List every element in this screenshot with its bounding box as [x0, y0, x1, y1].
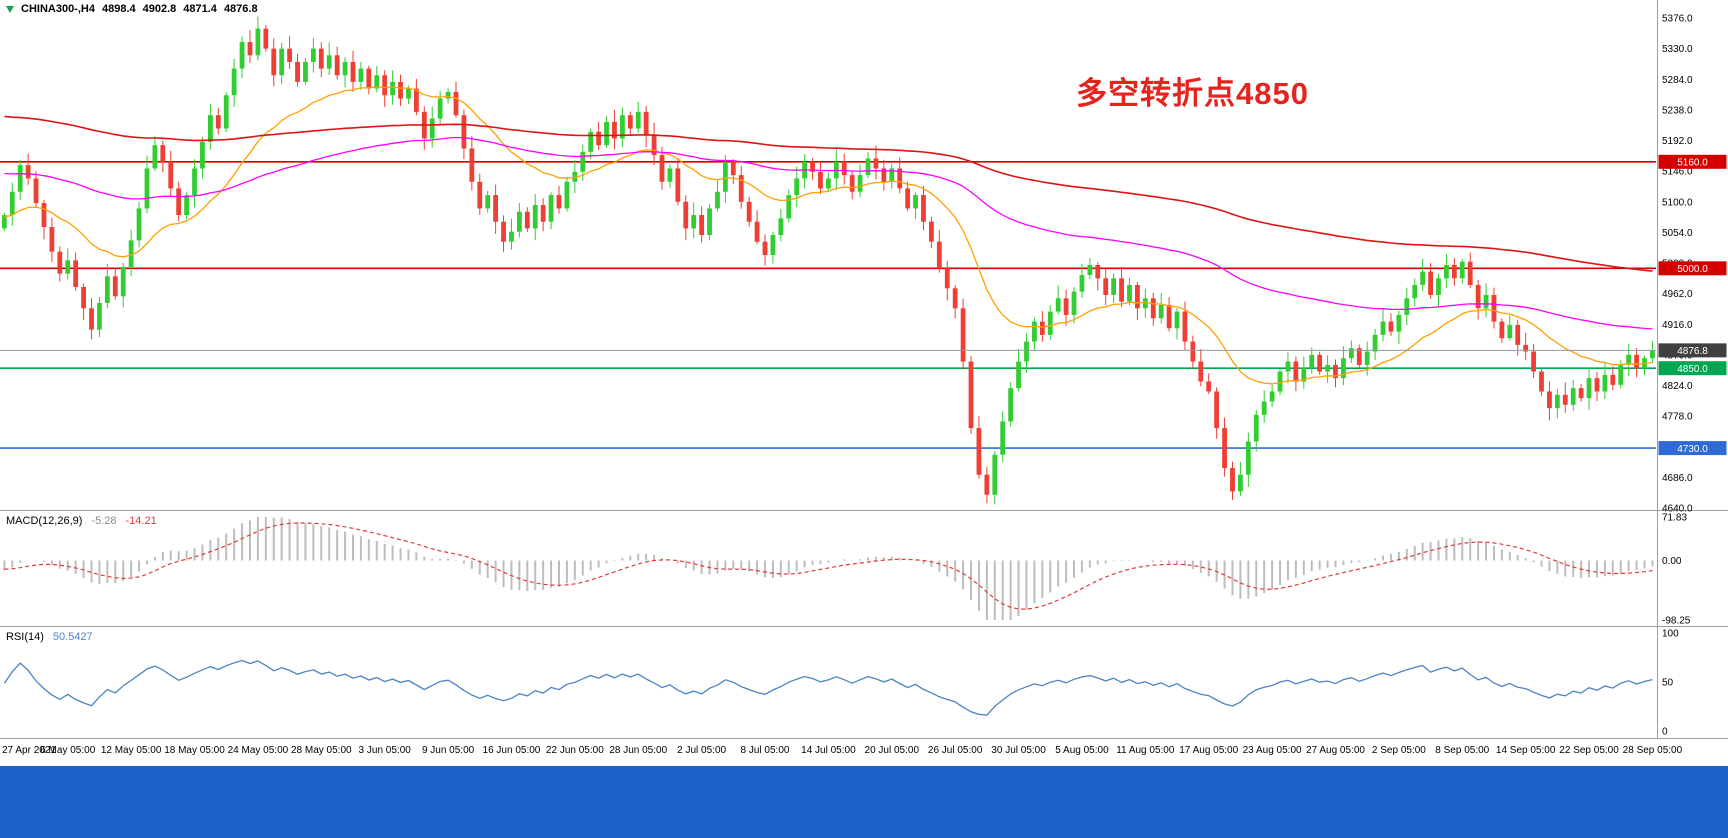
svg-text:28 Jun 05:00: 28 Jun 05:00 [609, 745, 667, 756]
svg-text:5284.0: 5284.0 [1662, 75, 1693, 86]
svg-text:22 Jun 05:00: 22 Jun 05:00 [546, 745, 604, 756]
annotation-text: 多空转折点4850 [1076, 76, 1309, 111]
svg-text:5100.0: 5100.0 [1662, 197, 1693, 208]
svg-text:5376.0: 5376.0 [1662, 14, 1693, 25]
ohlc-low: 4871.4 [183, 3, 217, 15]
svg-text:3 Jun 05:00: 3 Jun 05:00 [359, 745, 412, 756]
svg-text:4916.0: 4916.0 [1662, 320, 1693, 331]
svg-text:100: 100 [1662, 629, 1679, 640]
svg-text:11 Aug 05:00: 11 Aug 05:00 [1116, 745, 1175, 756]
svg-text:8 Sep 05:00: 8 Sep 05:00 [1435, 745, 1489, 756]
svg-text:4876.8: 4876.8 [1677, 346, 1708, 357]
svg-text:2 Jul 05:00: 2 Jul 05:00 [677, 745, 726, 756]
svg-text:71.83: 71.83 [1662, 513, 1687, 524]
rsi-indicator-label: RSI(14) 50.5427 [6, 631, 93, 643]
svg-text:12 May 05:00: 12 May 05:00 [101, 745, 162, 756]
svg-text:24 May 05:00: 24 May 05:00 [228, 745, 289, 756]
svg-text:5 Aug 05:00: 5 Aug 05:00 [1055, 745, 1109, 756]
svg-text:5000.0: 5000.0 [1677, 264, 1708, 275]
svg-text:4824.0: 4824.0 [1662, 381, 1693, 392]
svg-text:28 May 05:00: 28 May 05:00 [291, 745, 352, 756]
svg-text:5146.0: 5146.0 [1662, 167, 1693, 178]
svg-text:5054.0: 5054.0 [1662, 228, 1693, 239]
symbol-info: CHINA300-,H4 4898.4 4902.8 4871.4 4876.8 [6, 3, 258, 16]
svg-text:-98.25: -98.25 [1662, 616, 1691, 627]
svg-text:16 Jun 05:00: 16 Jun 05:00 [483, 745, 541, 756]
svg-text:30 Jul 05:00: 30 Jul 05:00 [991, 745, 1046, 756]
macd-signal-value: -14.21 [125, 515, 157, 527]
ohlc-high: 4902.8 [142, 3, 177, 15]
svg-text:8 Jul 05:00: 8 Jul 05:00 [741, 745, 790, 756]
svg-text:4686.0: 4686.0 [1662, 473, 1693, 484]
svg-text:14 Sep 05:00: 14 Sep 05:00 [1496, 745, 1556, 756]
svg-text:14 Jul 05:00: 14 Jul 05:00 [801, 745, 856, 756]
svg-text:28 Sep 05:00: 28 Sep 05:00 [1623, 745, 1683, 756]
svg-text:4962.0: 4962.0 [1662, 289, 1693, 300]
svg-text:9 Jun 05:00: 9 Jun 05:00 [422, 745, 475, 756]
ohlc-open: 4898.4 [101, 3, 136, 15]
rsi-layer [3, 659, 1653, 716]
chart-canvas[interactable]: 5376.0 5330.0 5284.0 5238.0 5192.0 5146.0 5100… [0, 0, 1728, 766]
svg-text:0.00: 0.00 [1662, 556, 1682, 567]
svg-text:20 Jul 05:00: 20 Jul 05:00 [865, 745, 920, 756]
candles-layer [1, 16, 1655, 505]
price-axis-labels: 5376.0 5330.0 5284.0 5238.0 5192.0 5146.0 5100… [1658, 14, 1727, 515]
svg-text:26 Jul 05:00: 26 Jul 05:00 [928, 745, 983, 756]
macd-name: MACD(12,26,9) [6, 515, 83, 527]
macd-indicator-label: MACD(12,26,9) -5.28 -14.21 [6, 515, 157, 527]
svg-text:5330.0: 5330.0 [1662, 44, 1693, 55]
svg-text:6 May 05:00: 6 May 05:00 [40, 745, 95, 756]
svg-text:18 May 05:00: 18 May 05:00 [164, 745, 225, 756]
svg-text:23 Aug 05:00: 23 Aug 05:00 [1243, 745, 1302, 756]
svg-text:27 Aug 05:00: 27 Aug 05:00 [1306, 745, 1365, 756]
rsi-value: 50.5427 [52, 631, 93, 643]
svg-text:4778.0: 4778.0 [1662, 412, 1693, 423]
svg-text:50: 50 [1662, 678, 1674, 689]
macd-layer [3, 517, 1654, 620]
hlines-layer [0, 160, 1656, 449]
ohlc-close: 4876.8 [223, 3, 258, 15]
svg-text:5192.0: 5192.0 [1662, 136, 1693, 147]
indicator-axis-labels: 71.83 0.00 -98.25 100 50 0 [1662, 513, 1691, 738]
svg-text:4730.0: 4730.0 [1677, 444, 1708, 455]
svg-text:4640.0: 4640.0 [1662, 504, 1693, 515]
svg-text:17 Aug 05:00: 17 Aug 05:00 [1179, 745, 1238, 756]
panel-separators [0, 0, 1728, 739]
taskbar [0, 766, 1728, 838]
svg-text:2 Sep 05:00: 2 Sep 05:00 [1372, 745, 1426, 756]
svg-text:27 Apr 2021: 27 Apr 2021 [2, 745, 56, 756]
svg-text:5160.0: 5160.0 [1677, 158, 1708, 169]
symbol-name: CHINA300-,H4 [21, 3, 95, 15]
rsi-name: RSI(14) [6, 631, 44, 643]
moving-averages-layer [4, 86, 1653, 385]
svg-text:5238.0: 5238.0 [1662, 105, 1693, 116]
symbol-marker-icon [6, 6, 14, 13]
macd-main-value: -5.28 [91, 515, 117, 527]
svg-text:22 Sep 05:00: 22 Sep 05:00 [1559, 745, 1619, 756]
trading-terminal: 5376.0 5330.0 5284.0 5238.0 5192.0 5146.0 5100… [0, 0, 1728, 766]
svg-text:4850.0: 4850.0 [1677, 364, 1708, 375]
svg-text:0: 0 [1662, 727, 1668, 738]
